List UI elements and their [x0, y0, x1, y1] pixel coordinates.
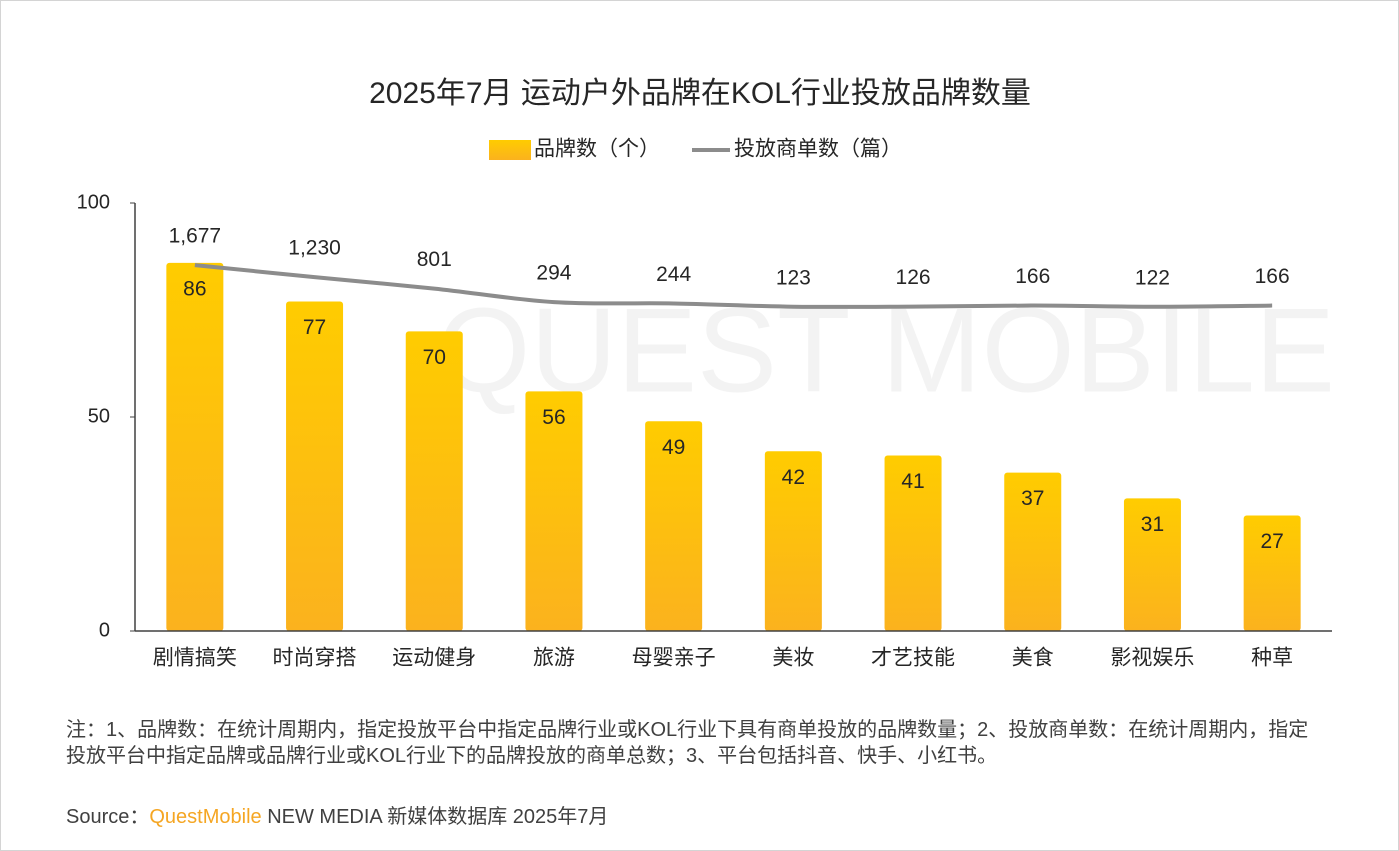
x-tick-label: 种草 [1251, 647, 1293, 670]
source: Source：QuestMobile NEW MEDIA 新媒体数据库 2025… [66, 800, 608, 829]
x-tick-label: 母婴亲子 [632, 647, 716, 670]
line-value-label: 122 [1135, 266, 1170, 289]
y-tick-label: 50 [88, 405, 110, 427]
line-value-label: 126 [896, 266, 931, 289]
x-tick-label: 才艺技能 [871, 647, 955, 670]
x-tick-label: 美食 [1012, 647, 1054, 670]
bar [884, 455, 942, 631]
note: 注：1、品牌数：在统计周期内，指定投放平台中指定品牌行业或KOL行业下具有商单投… [66, 719, 1309, 767]
bar-value-label: 31 [1141, 513, 1164, 536]
bar-value-label: 86 [183, 277, 206, 300]
line-value-label: 801 [417, 248, 452, 271]
bar [166, 262, 224, 631]
bar [764, 451, 822, 631]
source-rest: NEW MEDIA 新媒体数据库 2025年7月 [267, 806, 609, 828]
y-tick-label: 100 [77, 191, 110, 213]
line-value-label: 1,677 [169, 225, 222, 248]
bar [525, 391, 583, 631]
x-tick-label: 美妆 [772, 647, 814, 670]
x-tick-label: 运动健身 [392, 647, 476, 670]
bar-value-label: 37 [1021, 487, 1044, 510]
x-tick-label: 影视娱乐 [1110, 647, 1194, 670]
line-value-label: 1,230 [288, 237, 341, 260]
bar-value-label: 42 [782, 466, 805, 489]
x-tick-label: 时尚穿搭 [273, 647, 357, 670]
line-value-label: 166 [1015, 265, 1050, 288]
legend-label: 品牌数（个） [534, 138, 660, 161]
bar-value-label: 27 [1260, 530, 1283, 553]
x-tick-label: 旅游 [533, 647, 575, 670]
line-value-label: 166 [1255, 265, 1290, 288]
x-tick-label: 剧情搞笑 [153, 647, 237, 670]
bar [405, 331, 463, 631]
line-value-label: 294 [536, 262, 571, 285]
source-brand: QuestMobile [149, 806, 262, 828]
source-label: Source： [66, 806, 150, 828]
bar [1004, 472, 1062, 631]
bar [1123, 498, 1181, 631]
y-tick-label: 0 [99, 619, 110, 641]
bar-value-label: 56 [542, 406, 565, 429]
legend-swatch [489, 140, 531, 160]
bar [645, 421, 703, 631]
bar-value-label: 49 [662, 436, 685, 459]
bar-value-label: 70 [423, 346, 446, 369]
bar [1243, 515, 1301, 631]
legend-label: 投放商单数（篇） [734, 138, 902, 161]
chart-title: 2025年7月 运动户外品牌在KOL行业投放品牌数量 [369, 77, 1031, 110]
line-value-label: 123 [776, 266, 811, 289]
line-value-label: 244 [656, 263, 691, 286]
bar [286, 301, 344, 631]
bar-value-label: 41 [901, 470, 924, 493]
line [194, 263, 1273, 309]
bar-value-label: 77 [303, 316, 326, 339]
